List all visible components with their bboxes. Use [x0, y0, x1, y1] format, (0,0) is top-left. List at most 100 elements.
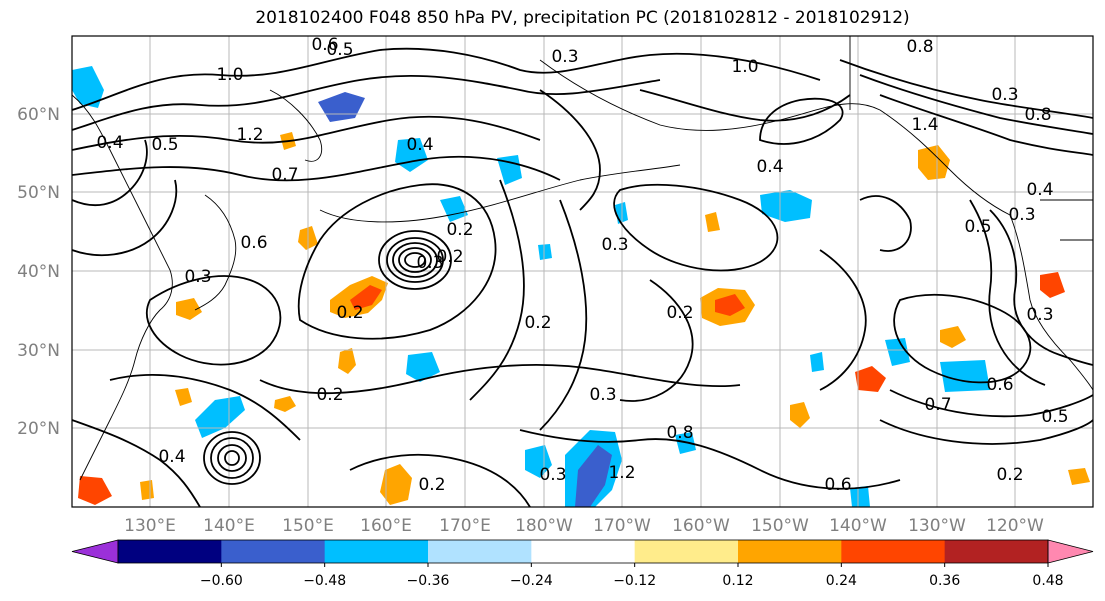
map-border: [71, 35, 1094, 508]
contour-cyclone-ring: [404, 252, 426, 268]
contour-line: [539, 199, 588, 431]
contour-label: 0.3: [1008, 205, 1035, 225]
contour-line: [539, 89, 601, 211]
contour-label: 0.6: [240, 233, 267, 253]
shade-positive-small-1: [338, 348, 356, 374]
colorbar-tick-label: 0.24: [826, 573, 857, 589]
contour-label: 0.5: [1041, 407, 1068, 427]
shade-positive-central-core: [715, 294, 745, 316]
shade-positive-east-asia-core: [350, 285, 382, 310]
coastline-asia: [72, 94, 173, 481]
contour-line: [72, 115, 541, 151]
contour-line: [349, 453, 531, 507]
contour-line: [879, 94, 1093, 156]
contour-label: 0.7: [271, 165, 298, 185]
longitude-label: 180°W: [515, 516, 573, 536]
shade-negative-south-west: [525, 445, 552, 478]
contour-line: [519, 429, 901, 490]
colorbar-segment: [428, 540, 532, 563]
contour-labels: 0.60.51.00.3 0.80.4 0.5 1.20.70.40.30.41.00…: [96, 35, 1068, 495]
longitude-label: 150°W: [751, 516, 809, 536]
contour-line: [469, 179, 525, 401]
contour-line: [889, 389, 1093, 418]
shade-positive-southwest: [380, 464, 412, 505]
latitude-label: 20°N: [17, 419, 60, 439]
colorbar-segment: [634, 540, 739, 563]
shade-positive-small-10: [78, 476, 112, 505]
coastline-north-america: [1009, 214, 1093, 391]
contour-label: 0.8: [1024, 105, 1051, 125]
longitude-labels: 130°E 140°E 150°E 160°E 170°E 180°W 170°W 160°W…: [124, 516, 1044, 536]
contour-label: 1.0: [731, 57, 758, 77]
colorbar-segment: [841, 540, 946, 563]
contour-label: 1.0: [216, 65, 243, 85]
contour-line: [72, 74, 661, 131]
shade-negative-small-2: [885, 338, 910, 366]
coastline-kamchatka: [269, 89, 323, 162]
colorbar-tick-label: −0.36: [407, 573, 450, 589]
shade-negative-small-7: [810, 352, 824, 372]
longitude-label: 170°E: [439, 516, 491, 536]
shade-positive-small-12: [705, 212, 720, 232]
longitude-label: 160°W: [672, 516, 730, 536]
contour-typhoon-ring: [224, 450, 240, 466]
contour-label: 0.4: [158, 447, 185, 467]
longitude-label: 150°E: [282, 516, 334, 536]
contour-line: [259, 363, 741, 395]
shade-positive-small-4: [1040, 272, 1065, 298]
colorbar-segment: [221, 540, 326, 563]
contour-label: 1.4: [911, 115, 938, 135]
shade-positive-small-8: [140, 480, 154, 500]
longitude-label: 130°W: [908, 516, 966, 536]
colorbar-tick-label: −0.12: [613, 573, 656, 589]
contour-line: [969, 199, 1046, 386]
contour-label: 0.5: [326, 40, 353, 60]
contour-line: [297, 183, 497, 340]
colorbar-tick-label: −0.24: [510, 573, 553, 589]
latitude-label: 40°N: [17, 262, 60, 282]
longitude-label: 120°W: [986, 516, 1044, 536]
shade-negative-north-c: [497, 155, 522, 185]
contour-line: [859, 74, 1093, 135]
contour-line: [72, 47, 821, 111]
colorbar-border: [117, 539, 1049, 564]
contour-label: 0.8: [906, 37, 933, 57]
contour-line: [72, 179, 178, 257]
shade-positive-alaska: [918, 145, 950, 180]
shade-negative-small-8: [538, 244, 552, 260]
shade-negative-small-3: [72, 66, 104, 108]
contour-cyclone-ring: [378, 230, 452, 290]
contour-label: 0.3: [416, 253, 443, 273]
contour-line: [759, 97, 844, 145]
contour-label: 0.2: [996, 465, 1023, 485]
contour-line: [639, 89, 851, 122]
contour-cyclone-ring: [398, 247, 432, 273]
coastline-japan: [194, 194, 237, 311]
longitude-label: 160°E: [360, 516, 412, 536]
contour-line: [145, 275, 282, 366]
contour-label: 0.2: [316, 385, 343, 405]
shade-negative-east: [940, 360, 990, 392]
contour-label: 0.3: [991, 85, 1018, 105]
colorbar-arrow-left: [71, 539, 119, 564]
contour-typhoon-ring: [210, 437, 254, 479]
colorbar-tick-label: −0.48: [303, 573, 346, 589]
longitude-label: 130°E: [124, 516, 176, 536]
contour-line: [989, 209, 1093, 366]
latitude-label: 60°N: [17, 105, 60, 125]
contour-label: 0.6: [986, 375, 1013, 395]
coastline-aleutians: [319, 164, 681, 223]
contour-line: [619, 279, 694, 402]
contour-label: 0.3: [601, 235, 628, 255]
longitude-label: 140°W: [829, 516, 887, 536]
colorbar-tick-label: 0.36: [929, 573, 960, 589]
contour-label: 0.5: [151, 135, 178, 155]
contour-label: 0.4: [1026, 180, 1053, 200]
colorbar-segment: [531, 540, 636, 563]
coastline-alaska: [539, 59, 1011, 216]
contour-label: 1.2: [236, 125, 263, 145]
colorbar-segment: [118, 540, 222, 563]
contour-label: 1.2: [608, 463, 635, 483]
contour-label: 0.3: [589, 385, 616, 405]
contour-typhoon-ring: [203, 431, 261, 485]
